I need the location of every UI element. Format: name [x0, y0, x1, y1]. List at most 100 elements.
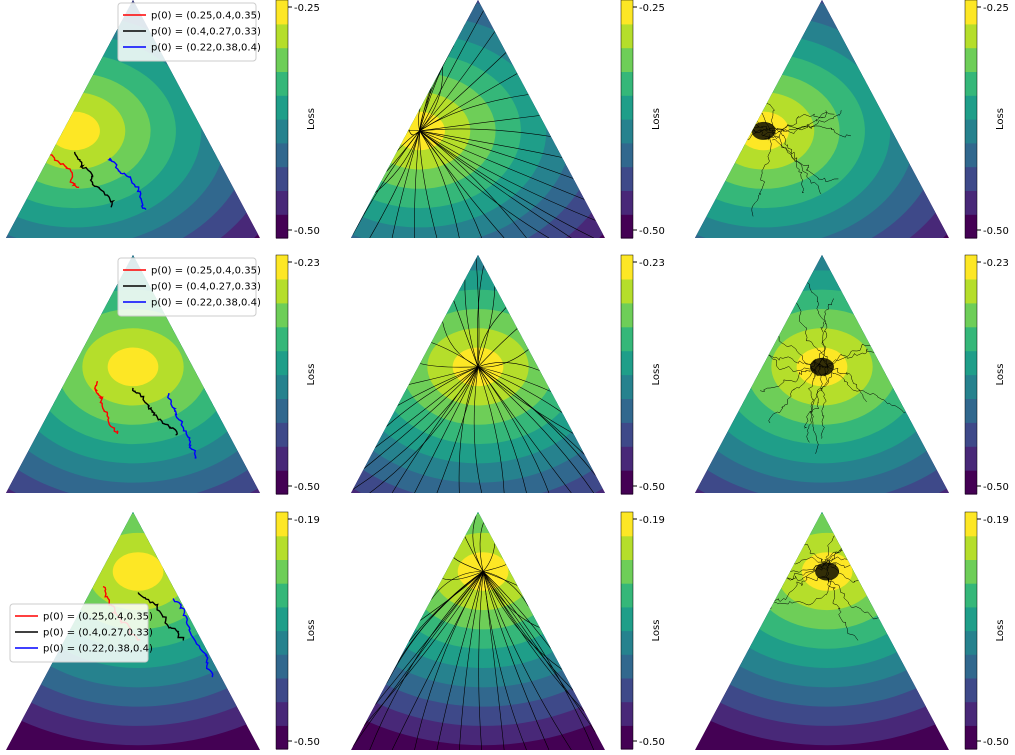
stream-line: [431, 571, 484, 600]
colorbar-tick-label: -0.25: [983, 3, 1009, 14]
colorbar: -0.25 -0.50 Loss: [275, 0, 320, 239]
sample-path: [768, 125, 851, 138]
colorbar-frame: [964, 0, 978, 239]
stream-line: [436, 366, 479, 493]
colorbar: -0.23 -0.50 Loss: [964, 254, 1009, 495]
legend-entry: p(0) = (0.25,0.4,0.35): [151, 11, 261, 22]
colorbar-segment: [276, 630, 288, 655]
stream-line: [478, 571, 484, 750]
colorbar-segment: [965, 654, 977, 679]
colorbar-segment: [276, 398, 288, 423]
colorbar-segment: [276, 119, 288, 144]
colorbar-segment: [276, 278, 288, 304]
colorbar-label: Loss: [995, 364, 1006, 386]
colorbar-segment: [965, 302, 977, 328]
colorbar-segment: [621, 326, 633, 352]
colorbar-segment: [276, 583, 288, 608]
trajectory-line: [94, 381, 120, 435]
stream-line: [386, 571, 484, 684]
stream-line: [419, 130, 550, 238]
stream-line: [453, 557, 484, 572]
stream-line: [477, 366, 596, 476]
colorbar-tick-label: -0.23: [294, 258, 320, 269]
stream-line: [477, 366, 595, 493]
stream-line: [352, 571, 484, 747]
stream-line: [369, 366, 479, 493]
colorbar-tick-label: -0.50: [983, 737, 1009, 748]
sample-path: [708, 62, 759, 124]
stream-line: [391, 130, 420, 238]
trajectory-line: [167, 393, 197, 459]
stream-line: [473, 366, 483, 493]
colorbar-segment: [276, 95, 288, 120]
contour-level: [112, 552, 164, 591]
colorbar-segment: [621, 255, 633, 280]
colorbar-segment: [965, 398, 977, 423]
stream-lines: [352, 515, 596, 750]
legend-entry: p(0) = (0.4,0.27,0.33): [151, 27, 261, 38]
stream-line: [482, 571, 563, 670]
stream-line: [477, 366, 505, 493]
legend-frame: [9, 603, 149, 663]
colorbar-segment: [965, 606, 977, 632]
colorbar-segment: [621, 677, 633, 703]
stream-line: [436, 571, 484, 750]
panel-2-1: p(0) = (0.25,0.4,0.35) p(0) = (0.4,0.27,0…: [6, 254, 320, 495]
stream-line: [419, 10, 484, 132]
colorbar-segment: [276, 701, 288, 726]
stream-line: [442, 571, 484, 581]
colorbar-label: Loss: [651, 108, 662, 130]
colorbar-segment: [276, 470, 288, 495]
sample-path: [707, 55, 760, 128]
colorbar-tick-label: -0.50: [294, 737, 320, 748]
colorbar-segment: [965, 470, 977, 495]
colorbar-segment: [276, 422, 288, 447]
trajectory-line: [131, 387, 178, 436]
colorbar-segment: [276, 326, 288, 352]
legend: p(0) = (0.25,0.4,0.35) p(0) = (0.4,0.27,0…: [9, 603, 153, 663]
colorbar-segment: [276, 725, 288, 750]
sample-path: [768, 122, 804, 194]
stream-line: [453, 300, 479, 367]
loss-contour: [695, 0, 949, 238]
stream-line: [397, 366, 479, 406]
colorbar-segment: [276, 71, 288, 96]
colorbar-segment: [965, 630, 977, 655]
colorbar-segment: [965, 166, 977, 191]
colorbar-segment: [965, 47, 977, 72]
legend-entry: p(0) = (0.4,0.27,0.33): [43, 628, 153, 639]
stream-line: [419, 52, 507, 132]
contour-level: [49, 111, 100, 151]
sample-cluster: [815, 562, 840, 581]
colorbar-tick-label: -0.50: [294, 482, 320, 493]
stream-line: [419, 115, 540, 132]
stream-line: [477, 366, 527, 493]
colorbar-tick-label: -0.50: [639, 737, 665, 748]
colorbar-frame: [620, 254, 634, 495]
colorbar-segment: [276, 512, 288, 537]
stream-line: [458, 366, 479, 493]
colorbar-segment: [621, 23, 633, 49]
colorbar-tick-label: -0.50: [983, 482, 1009, 493]
stream-line: [375, 130, 420, 193]
colorbar-segment: [621, 630, 633, 655]
colorbar-segment: [621, 214, 633, 239]
colorbar-segment: [621, 701, 633, 726]
colorbar-segment: [621, 398, 633, 423]
colorbar-segment: [965, 701, 977, 726]
stream-line: [418, 108, 421, 131]
colorbar-segment: [621, 422, 633, 447]
stream-line: [482, 571, 572, 750]
stream-line: [419, 130, 460, 238]
colorbar-segment: [276, 214, 288, 239]
colorbar-frame: [275, 254, 289, 495]
colorbar-label: Loss: [995, 108, 1006, 130]
stream-line: [477, 366, 551, 392]
stream-line: [414, 366, 479, 493]
colorbar-segment: [276, 0, 288, 25]
stream-line: [482, 571, 550, 750]
colorbar-segment: [276, 47, 288, 72]
colorbar-segment: [965, 446, 977, 471]
legend-frame: [117, 2, 257, 62]
